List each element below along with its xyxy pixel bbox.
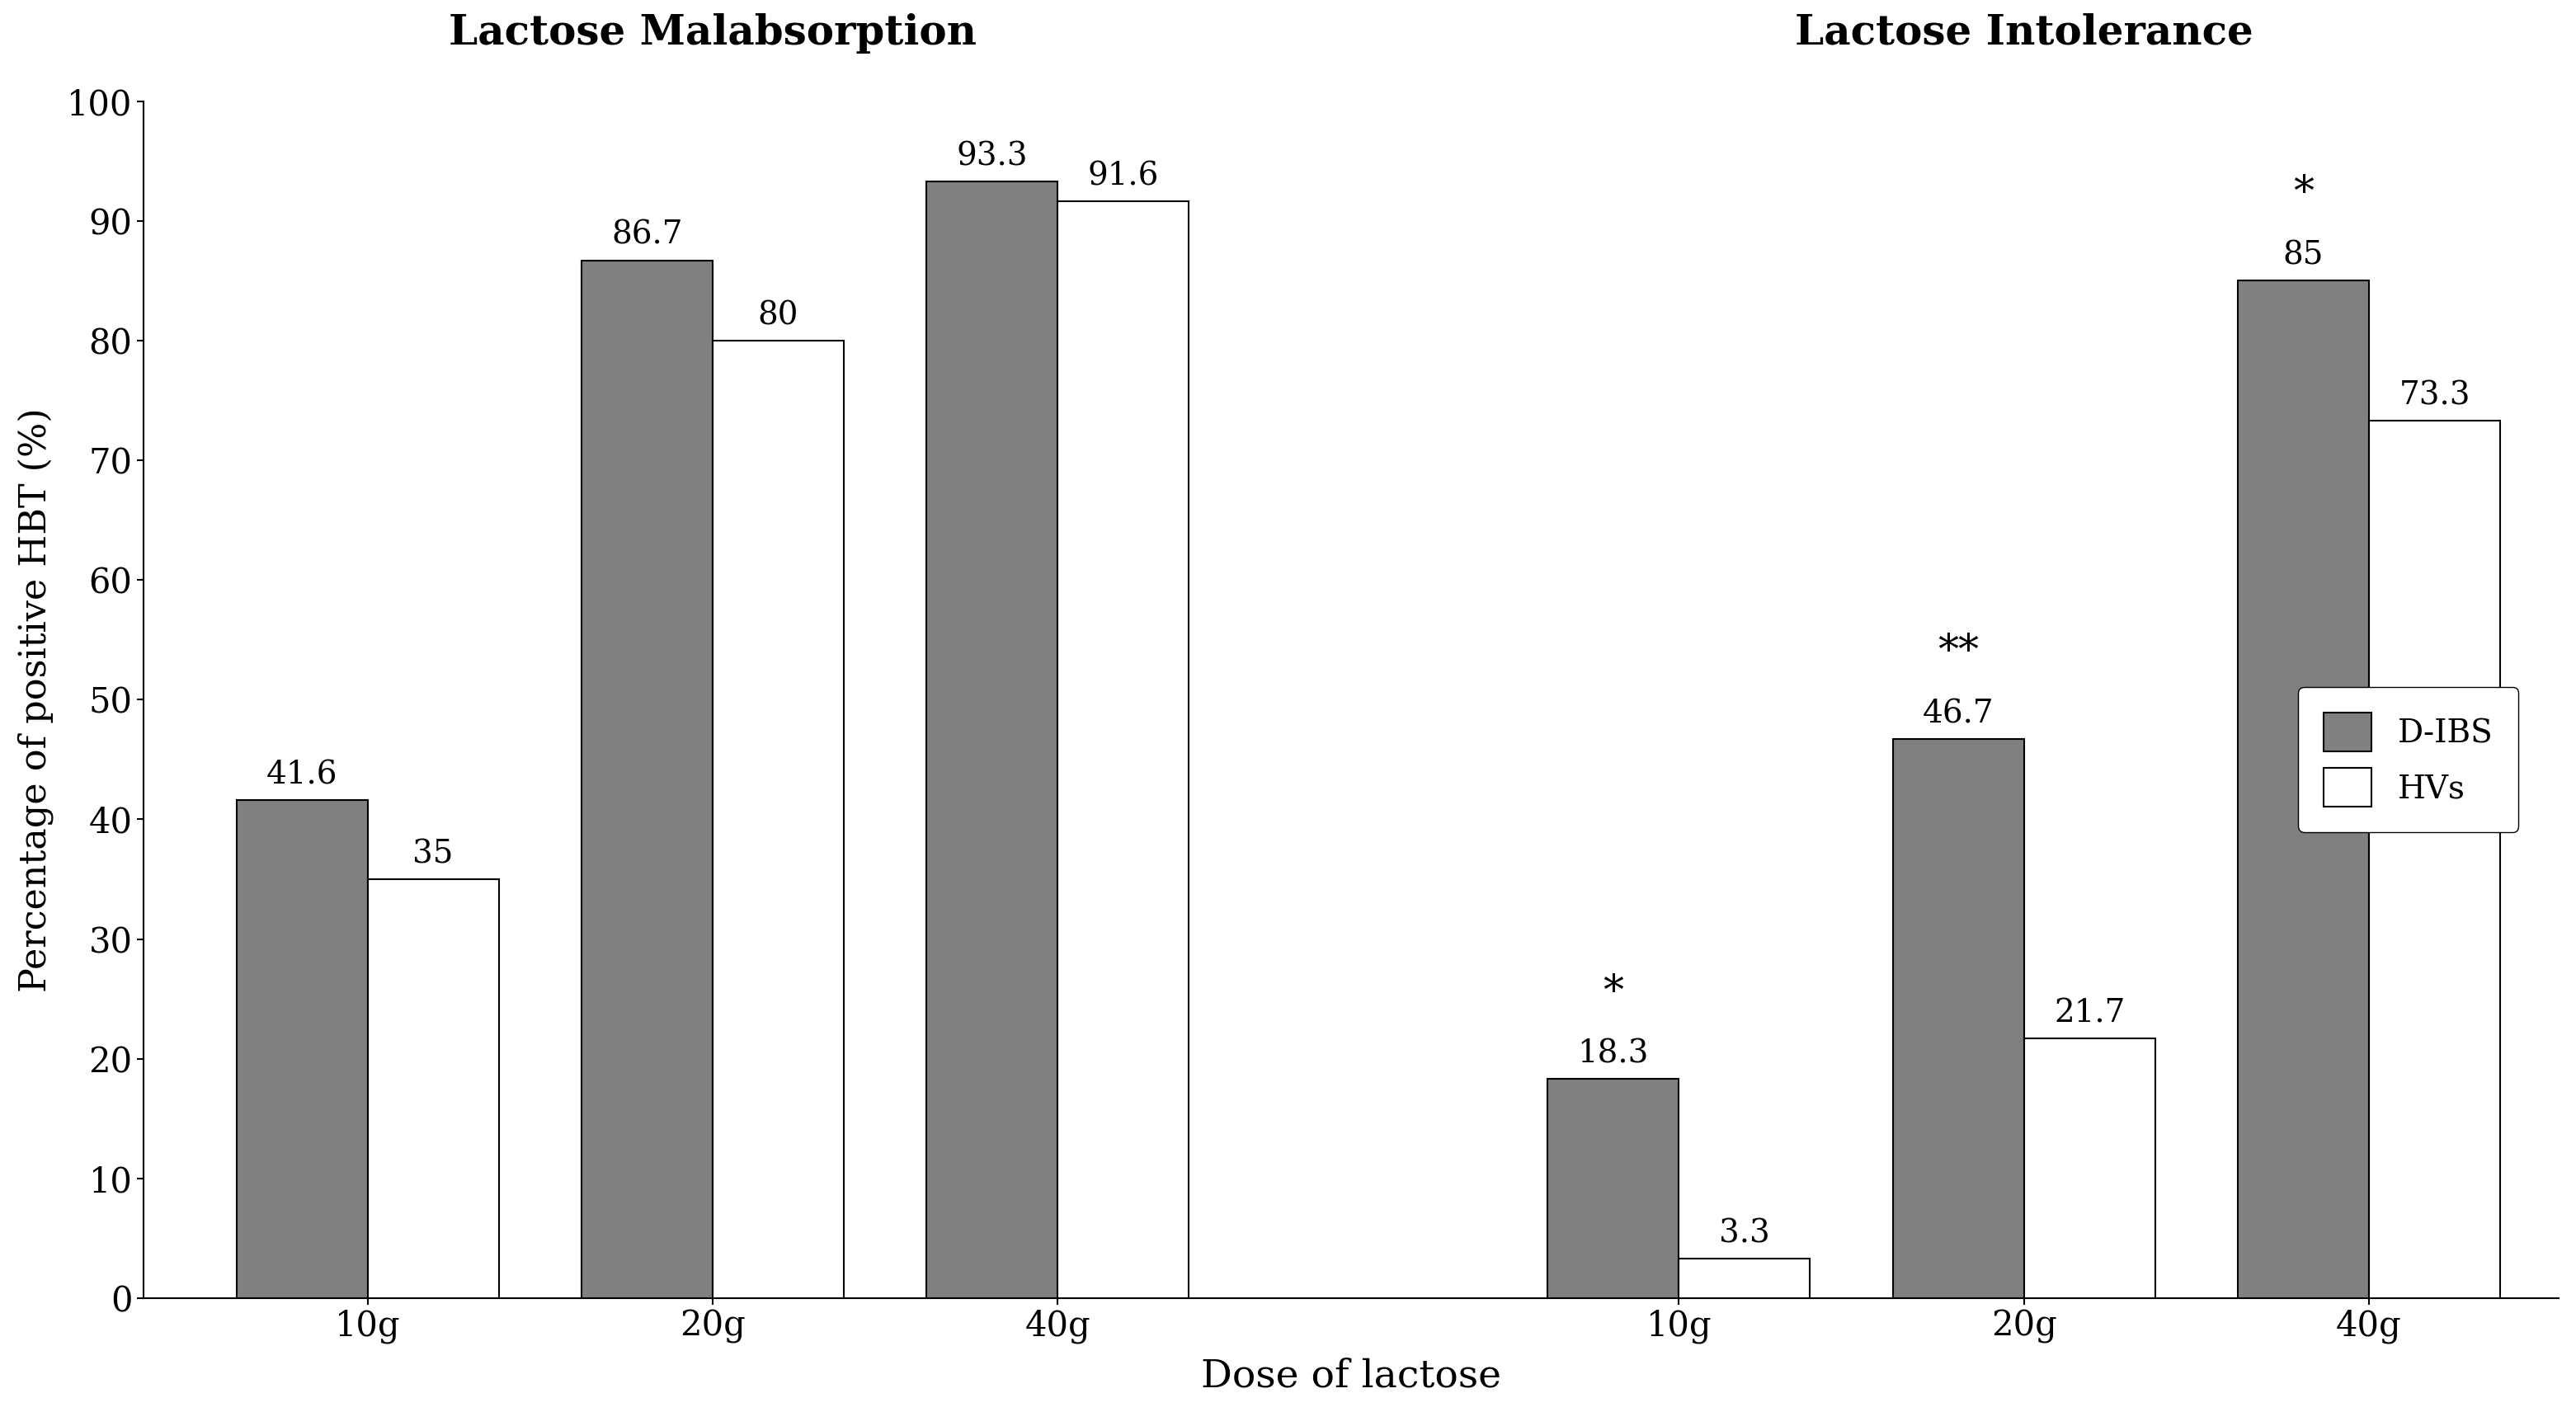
Text: 91.6: 91.6	[1087, 161, 1159, 192]
Text: *: *	[2293, 174, 2313, 215]
Bar	[927, 181, 1059, 1298]
Bar	[714, 340, 845, 1298]
Bar	[237, 801, 368, 1298]
Bar	[582, 260, 714, 1298]
Text: 3.3: 3.3	[1718, 1219, 1770, 1250]
Bar	[2370, 421, 2501, 1298]
Text: *: *	[1602, 973, 1623, 1014]
Text: **: **	[1937, 633, 1978, 674]
Y-axis label: Percentage of positive HBT (%): Percentage of positive HBT (%)	[18, 408, 54, 991]
Text: 73.3: 73.3	[2398, 381, 2470, 411]
Text: 85: 85	[2282, 240, 2324, 271]
Bar	[2239, 281, 2370, 1298]
Text: 41.6: 41.6	[265, 760, 337, 791]
X-axis label: Dose of lactose: Dose of lactose	[1200, 1357, 1502, 1395]
Text: 93.3: 93.3	[956, 141, 1028, 172]
Bar	[1548, 1079, 1680, 1298]
Bar	[368, 880, 500, 1298]
Bar	[2025, 1038, 2156, 1298]
Legend: D-IBS, HVs: D-IBS, HVs	[2298, 686, 2519, 832]
Text: 46.7: 46.7	[1922, 699, 1994, 730]
Bar	[1059, 202, 1190, 1298]
Text: 18.3: 18.3	[1577, 1039, 1649, 1069]
Bar	[1680, 1258, 1811, 1298]
Text: 86.7: 86.7	[611, 220, 683, 251]
Text: 80: 80	[757, 301, 799, 330]
Text: Lactose Malabsorption: Lactose Malabsorption	[448, 13, 976, 54]
Text: Lactose Intolerance: Lactose Intolerance	[1795, 13, 2254, 54]
Bar	[1893, 738, 2025, 1298]
Text: 21.7: 21.7	[2053, 998, 2125, 1029]
Text: 35: 35	[412, 839, 453, 870]
